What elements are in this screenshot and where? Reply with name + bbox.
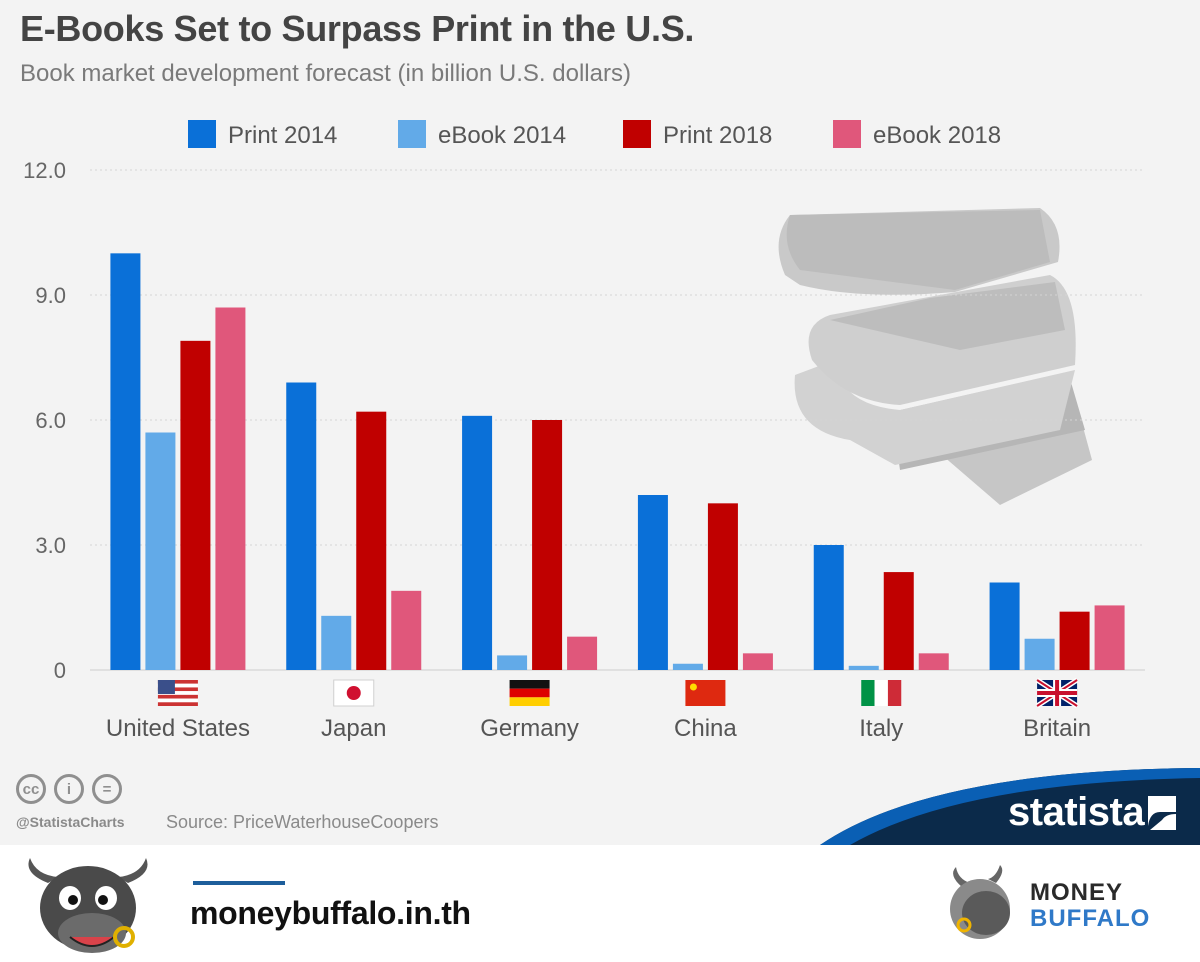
brand-bar: moneybuffalo.in.th MONEY BUFFALO [0, 845, 1200, 962]
bar [1024, 638, 1055, 670]
country-flags [157, 677, 1079, 709]
bar [286, 382, 317, 670]
statista-logo-icon [1148, 796, 1176, 830]
italy-flag [861, 680, 902, 706]
x-axis-labels: United States Japan Germany China Italy Brita… [106, 715, 1091, 742]
bar [813, 545, 844, 670]
legend-swatch [188, 120, 216, 148]
bar [462, 415, 493, 670]
category-label: Britain [1023, 715, 1091, 742]
y-tick-label: 12.0 [23, 158, 66, 183]
germany-flag [509, 680, 550, 706]
legend-label: Print 2014 [228, 122, 337, 149]
statista-corner-band [820, 768, 1200, 845]
bar [215, 307, 246, 670]
bar [110, 253, 141, 671]
bar [497, 655, 528, 670]
bar [1059, 611, 1090, 670]
legend-label: Print 2018 [663, 122, 772, 149]
statista-logo[interactable]: statista [1008, 790, 1145, 834]
category-label: Japan [321, 715, 386, 742]
us-flag [157, 680, 198, 706]
bar [672, 663, 703, 670]
y-tick-label: 3.0 [35, 533, 66, 558]
bar [848, 665, 879, 670]
y-axis-ticks: 0 3.0 6.0 9.0 12.0 [23, 158, 66, 683]
category-label: China [674, 715, 737, 742]
legend-label: eBook 2018 [873, 122, 1001, 149]
y-tick-label: 6.0 [35, 408, 66, 433]
chart-footer: cc i = @StatistaCharts Source: PriceWate… [16, 774, 496, 834]
legend-swatch [398, 120, 426, 148]
category-label: Italy [859, 715, 903, 742]
buffalo-mascot-icon [28, 858, 148, 953]
bar [145, 432, 176, 670]
britain-flag [1035, 677, 1079, 709]
bar [391, 590, 422, 670]
brand-word-buffalo: BUFFALO [1030, 905, 1151, 932]
site-url[interactable]: moneybuffalo.in.th [190, 895, 471, 931]
category-label: Germany [480, 715, 579, 742]
source-text: Source: PriceWaterhouseCoopers [166, 812, 439, 832]
gridlines [90, 169, 1145, 671]
bar [1094, 605, 1125, 670]
legend-label: eBook 2014 [438, 122, 566, 149]
category-label: United States [106, 715, 250, 742]
bar [918, 653, 949, 670]
books-illustration-icon [778, 208, 1092, 505]
chart-title: E-Books Set to Surpass Print in the U.S. [20, 8, 695, 49]
bar [883, 572, 914, 670]
legend-swatch [623, 120, 651, 148]
bar [637, 495, 668, 670]
legend-swatch [833, 120, 861, 148]
bar [321, 615, 352, 670]
brand-word-money: MONEY [1030, 879, 1124, 906]
bar [707, 503, 738, 670]
bar [989, 582, 1020, 670]
bar [532, 420, 563, 670]
money-buffalo-logo-icon [950, 865, 1010, 939]
site-underline [193, 881, 285, 885]
japan-flag [333, 679, 375, 707]
bar [180, 340, 211, 670]
china-flag [685, 680, 726, 706]
chart-subtitle: Book market development forecast (in bil… [20, 60, 631, 87]
bars [110, 253, 1125, 671]
bar [567, 636, 598, 670]
y-tick-label: 0 [54, 658, 66, 683]
bar [356, 411, 387, 670]
cc-icon: cc [16, 774, 46, 804]
no-derivatives-icon: = [92, 774, 122, 804]
bar-chart: Print 2014 eBook 2014 Print 2018 eBook 2018… [23, 120, 1145, 742]
bar [742, 653, 773, 670]
chart-legend: Print 2014 eBook 2014 Print 2018 eBook 2018 [188, 120, 1001, 149]
statista-handle: @StatistaCharts [16, 814, 125, 830]
attribution-icon: i [54, 774, 84, 804]
chart-panel: E-Books Set to Surpass Print in the U.S.… [0, 0, 1200, 845]
y-tick-label: 9.0 [35, 283, 66, 308]
